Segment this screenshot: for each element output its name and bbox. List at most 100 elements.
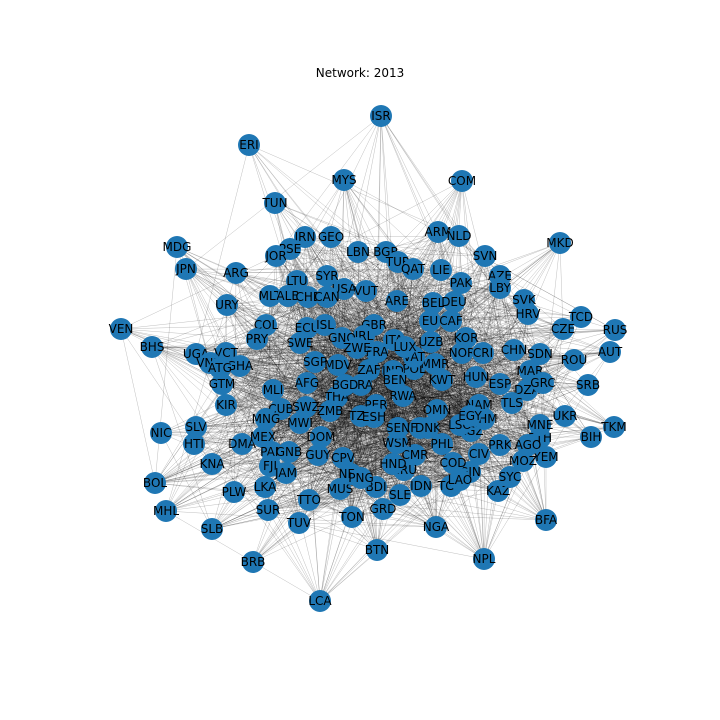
edge-GIN-POL: [413, 368, 471, 473]
edge-BEL-HUN: [432, 302, 477, 378]
edge-MYS-VAT: [343, 179, 415, 358]
edge-MHL-IND: [165, 370, 394, 512]
node-label-CIV: CIV: [469, 447, 490, 461]
edge-URY-NER: [226, 304, 352, 475]
edge-TLS-COD: [452, 402, 513, 464]
edge-CHE-SRB: [307, 296, 589, 386]
edge-CMR-CPV: [342, 454, 416, 459]
edge-KOR-NER: [350, 337, 467, 475]
edge-NLD-BIH: [458, 235, 592, 438]
node-SLB: SLB: [201, 518, 223, 540]
edge-GNB-TON: [288, 451, 353, 518]
edge-SYC-CRI: [482, 352, 511, 478]
edge-VEN-COL: [120, 324, 267, 330]
edge-HRV-PRK: [499, 313, 529, 446]
node-label-IDN: IDN: [410, 479, 432, 493]
edge-SLB-PHL: [211, 443, 443, 530]
edge-AZE-PHL: [441, 275, 501, 445]
node-label-NIC: NIC: [151, 426, 172, 440]
node-label-KWT: KWT: [429, 373, 456, 387]
edge-ARM-ITA: [393, 231, 439, 341]
node-label-JAM: JAM: [274, 466, 297, 480]
edge-VEN-WSM: [120, 328, 398, 444]
edge-TTO-BRA: [308, 384, 362, 501]
edge-PHL-ZMB: [329, 410, 443, 445]
edge-SLE-BGD: [344, 384, 401, 496]
edge-CUB-LAO: [280, 408, 461, 481]
edge-CHE-CHN: [307, 296, 515, 351]
edge-NGA-ZMB: [329, 410, 437, 528]
edge-GEO-KNA: [211, 236, 332, 465]
node-NIC: NIC: [150, 422, 172, 444]
edge-USA-MDV: [337, 288, 345, 366]
edge-JPN-PNG: [185, 268, 362, 479]
edge-LKA-HUN: [264, 376, 477, 488]
node-label-ESP: ESP: [489, 377, 511, 391]
edge-MDG-SLE: [176, 246, 401, 496]
edge-COL-SWZ: [265, 324, 307, 408]
node-MHL: MHL: [153, 500, 179, 522]
edge-SUR-LCA: [267, 509, 321, 602]
edge-BDI-BEN: [375, 379, 396, 488]
edge-ERI-NLD: [248, 144, 460, 237]
edge-PAN-NGA: [271, 451, 437, 528]
node-PLW: PLW: [222, 481, 246, 503]
edge-PER-EGY: [375, 404, 471, 417]
edge-VCT-FIN: [225, 352, 421, 429]
node-label-GRC: GRC: [530, 376, 555, 390]
node-label-NPL: NPL: [473, 552, 496, 566]
edge-TTO-DNK: [308, 427, 429, 501]
edge-MYS-IDN: [343, 179, 422, 487]
node-label-UKR: UKR: [553, 409, 578, 423]
edge-VCT-ZWE: [225, 347, 358, 354]
node-label-TON: TON: [338, 510, 365, 524]
edge-LBY-BFA: [499, 287, 547, 521]
edge-NER-IRL: [350, 335, 365, 475]
edge-COL-TUV: [265, 324, 300, 524]
node-label-RWA: RWA: [389, 389, 417, 403]
node-label-MDG: MDG: [163, 240, 192, 254]
edge-PSE-BEL: [289, 248, 434, 304]
node-label-CPV: CPV: [331, 451, 356, 465]
edge-JOR-KHM: [275, 255, 485, 420]
edge-GRC-LUX: [404, 346, 544, 384]
node-label-MKD: MKD: [546, 236, 573, 250]
edge-JAM-GIN: [285, 471, 471, 474]
edge-AZE-EU: [429, 275, 501, 322]
edge-DEU-HRV: [453, 301, 529, 315]
edge-MNG-TON: [265, 418, 353, 518]
edge-SUR-HUN: [267, 376, 477, 511]
edge-TUR-OMN: [397, 261, 438, 411]
node-label-LIE: LIE: [432, 263, 450, 277]
node-ERI: ERI: [238, 134, 260, 156]
node-label-GTM: GTM: [209, 377, 236, 391]
node-label-BFA: BFA: [535, 513, 558, 527]
node-label-DEU: DEU: [441, 295, 467, 309]
edge-USA-DNK: [343, 288, 429, 429]
edge-BEL-CHN: [432, 302, 515, 351]
edge-MLT-UZB: [269, 295, 432, 343]
edge-SUR-BFA: [267, 509, 547, 521]
node-label-DOM: DOM: [306, 430, 335, 444]
node-LIE: LIE: [430, 259, 452, 281]
node-label-NOR: NOR: [449, 346, 476, 360]
edge-TUV-BTN: [298, 522, 378, 551]
edge-COL-EU: [265, 320, 431, 326]
node-label-ESH: ESH: [362, 410, 386, 424]
node-label-PHL: PHL: [431, 437, 454, 451]
edge-IRN-GUY: [304, 236, 319, 456]
edge-MKD-SVK: [523, 242, 561, 301]
edge-ISR-BIH: [380, 115, 592, 438]
edge-AGO-PHL: [441, 443, 529, 446]
edge-MDG-ZAF: [176, 246, 370, 371]
edge-PRY-SWZ: [256, 338, 307, 408]
edge-MYS-DNK: [343, 179, 429, 429]
edge-THA-HND: [336, 396, 394, 465]
edge-NIC-PAN: [160, 432, 273, 453]
edge-ARM-HRV: [437, 231, 529, 315]
edge-TTO-IND: [308, 370, 394, 501]
edge-JPN-VCT: [185, 268, 227, 354]
edge-UZB-SEN: [397, 341, 432, 429]
node-label-HTI: HTI: [184, 437, 204, 451]
